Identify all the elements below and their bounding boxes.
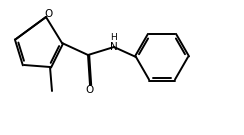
Text: H: H xyxy=(111,33,117,43)
Text: N: N xyxy=(110,42,118,52)
Text: O: O xyxy=(44,9,52,19)
Text: O: O xyxy=(86,85,94,95)
